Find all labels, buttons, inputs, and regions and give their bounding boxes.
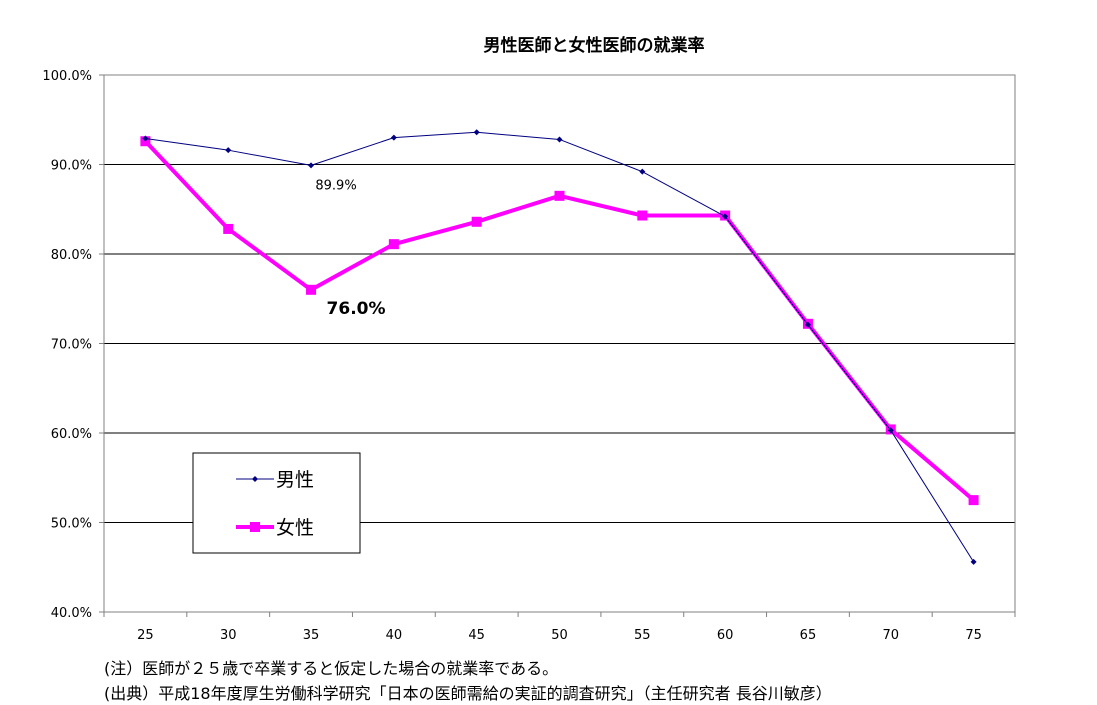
data-point-female [471, 216, 482, 227]
annotation-male-89: 89.9% [315, 178, 356, 193]
legend-female-marker [250, 522, 260, 532]
data-point-female [223, 223, 234, 234]
y-tick-label: 60.0% [51, 427, 92, 442]
data-point-male [970, 558, 977, 565]
data-point-male [308, 162, 315, 169]
data-point-male [804, 321, 811, 328]
data-point-male [639, 168, 646, 175]
data-point-male [473, 129, 480, 136]
data-point-female [388, 239, 399, 250]
y-tick-label: 90.0% [51, 159, 92, 174]
x-tick-label: 45 [468, 628, 485, 643]
footnote-assumption: (注）医師が２５歳で卒業すると仮定した場合の就業率である。 [104, 659, 559, 678]
annotation-female-76: 76.0% [327, 299, 386, 319]
x-tick-label: 50 [551, 628, 568, 643]
x-tick-label: 40 [386, 628, 403, 643]
data-point-female [637, 210, 648, 221]
legend-female-label: 女性 [276, 517, 314, 539]
y-tick-label: 100.0% [42, 69, 92, 84]
x-tick-label: 30 [220, 628, 237, 643]
legend-male-label: 男性 [276, 469, 314, 491]
grid-lines [104, 164, 1015, 523]
x-tick-label: 60 [717, 628, 734, 643]
chart-title: 男性医師と女性医師の就業率 [484, 35, 705, 56]
axes: 40.0% 50.0% 60.0% 70.0% 80.0% 90.0% 100.0% 25 30… [42, 69, 1016, 643]
data-point-male [556, 136, 563, 143]
y-tick-label: 80.0% [51, 248, 92, 263]
annotations: 89.9% 76.0% [315, 178, 385, 318]
y-tick-label: 40.0% [51, 606, 92, 621]
legend: 男性 女性 [192, 452, 361, 554]
data-point-female [554, 190, 565, 201]
legend-box [192, 452, 361, 554]
series-male [142, 129, 977, 565]
x-tick-label: 55 [634, 628, 651, 643]
data-point-female [306, 284, 317, 295]
x-tick-label: 65 [800, 628, 817, 643]
data-point-male [722, 213, 729, 220]
footnote-source: (出典）平成18年度厚生労働科学研究「日本の医師需給の実証的調査研究」（主任研究… [104, 684, 832, 703]
x-tick-label: 70 [882, 628, 899, 643]
series-layer [140, 129, 979, 565]
data-point-male [887, 427, 894, 434]
x-tick-label: 75 [965, 628, 982, 643]
employment-rate-chart: 男性医師と女性医師の就業率 40.0% 50.0% 60.0% 70.0% 80.0% 9… [42, 35, 1016, 643]
y-tick-label: 50.0% [51, 517, 92, 532]
data-point-male [225, 147, 232, 154]
y-tick-label: 70.0% [51, 338, 92, 353]
legend-male-marker [252, 476, 258, 482]
data-point-male [390, 134, 397, 141]
data-point-female [968, 495, 979, 506]
x-tick-label: 35 [303, 628, 320, 643]
x-tick-label: 25 [137, 628, 154, 643]
data-point-male [142, 135, 149, 142]
series-female [140, 136, 979, 506]
